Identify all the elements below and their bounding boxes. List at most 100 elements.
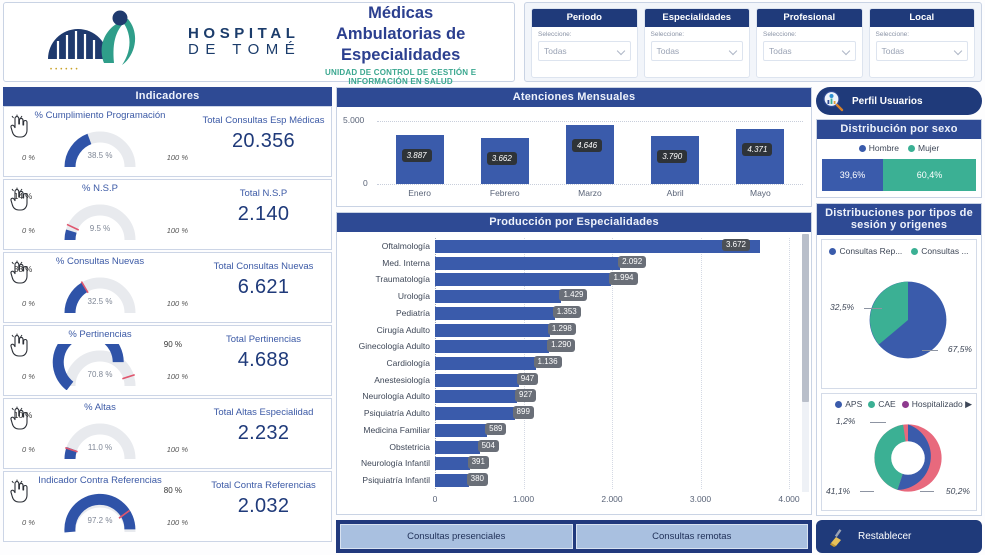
legend-label-consultas-rep: Consultas Rep... — [839, 246, 903, 256]
indicator-value-5: 97.2 % — [87, 515, 113, 525]
sex-segment-hombre[interactable]: 39,6% — [822, 159, 883, 191]
monthly-bar-2[interactable] — [566, 125, 614, 184]
filter-local-label: Seleccione: — [875, 31, 910, 38]
legend-item-consultas-rep[interactable]: Consultas Rep... — [829, 246, 902, 256]
perfil-usuarios-button[interactable]: Perfil Usuarios — [816, 87, 982, 115]
origins-donut-card: APS CAE Hospitalizado ▶ — [821, 393, 977, 511]
specialty-bar-6[interactable] — [435, 340, 550, 354]
filter-profesional-value: Todas — [769, 46, 792, 56]
indicator-card-1[interactable]: % N.S.P 14 % 0 % 9.5 % 100 % Total N.S.P… — [3, 179, 332, 250]
specialty-bar-value-0: 3.672 — [721, 238, 750, 252]
specialty-bar-value-11: 589 — [485, 422, 507, 436]
indicator-min-3: 0 % — [22, 371, 35, 381]
distribution-panel: Distribuciones por tipos de sesión y ori… — [816, 203, 982, 516]
specialty-bar-value-9: 927 — [515, 389, 537, 402]
specialty-bar-1[interactable] — [435, 256, 621, 270]
origins-pct-1: 50,2% — [945, 486, 970, 496]
indicator-target-2: 33 % — [14, 264, 33, 274]
specialty-bar-14[interactable] — [435, 474, 469, 488]
indicator-card-2[interactable]: % Consultas Nuevas 33 % 0 % 32.5 % 100 %… — [3, 252, 332, 323]
specialties-scrollbar-thumb[interactable] — [802, 234, 809, 402]
session-pie-leader-2 — [864, 308, 882, 309]
indicator-total-area-0: Total Consultas Esp Médicas 20.356 — [196, 107, 331, 176]
indicator-total-value-3: 4.688 — [237, 349, 290, 372]
legend-dot-hospitalizado — [901, 400, 909, 408]
indicator-gauge-area-5: Indicador Contra Referencias 80 % 0 % 97… — [4, 472, 196, 541]
specialty-bar-value-1: 2.092 — [618, 255, 647, 268]
legend-item-hombre[interactable]: Hombre — [858, 143, 899, 153]
legend-item-consultas-nuevas[interactable]: Consultas ... — [911, 246, 969, 256]
filter-especialidades-select[interactable]: Todas — [650, 41, 743, 61]
specialty-label-1: Med. Interna — [382, 257, 430, 268]
indicator-gauge-area-2: % Consultas Nuevas 33 % 0 % 32.5 % 100 % — [4, 253, 196, 322]
indicator-target-4: 10 % — [14, 410, 33, 420]
indicator-name-2: % Consultas Nuevas — [55, 256, 145, 267]
legend-item-aps[interactable]: APS — [835, 399, 862, 409]
specialty-bar-12[interactable] — [435, 440, 480, 454]
filter-local-value: Todas — [881, 46, 905, 56]
specialty-bar-13[interactable] — [435, 457, 470, 471]
specialty-bar-value-14: 380 — [466, 473, 488, 486]
specialty-bar-8[interactable] — [435, 373, 519, 387]
legend-label-mujer: Mujer — [917, 143, 940, 153]
filter-especialidades-value: Todas — [656, 46, 680, 56]
filter-local-select[interactable]: Todas — [875, 41, 968, 61]
specialty-bar-7[interactable] — [435, 357, 536, 370]
session-pie-leader-1 — [922, 350, 938, 351]
specialty-bar-10[interactable] — [435, 407, 515, 421]
filter-local-title: Local — [869, 9, 974, 27]
monthly-bar-4[interactable] — [736, 128, 785, 184]
chevron-down-icon — [955, 47, 963, 55]
monthly-chart-panel: Atenciones Mensuales 5.000 0 3.887 Enero 3.6… — [336, 87, 812, 207]
toggle-consultas-remotas[interactable]: Consultas remotas — [575, 524, 808, 549]
legend-item-mujer[interactable]: Mujer — [907, 143, 940, 153]
origins-pct-2: 41,1% — [826, 486, 851, 496]
indicators-panel: Indicadores % Cumplimiento Programación … — [3, 87, 332, 553]
indicator-total-area-5: Total Contra Referencias 2.032 — [196, 472, 331, 541]
specialty-bar-9[interactable] — [435, 390, 518, 404]
specialty-bar-5[interactable] — [435, 323, 550, 337]
specialty-bar-4[interactable] — [435, 306, 555, 320]
session-pie-legend: Consultas Rep... Consultas ... — [822, 240, 976, 256]
origins-donut[interactable] — [866, 416, 950, 500]
indicator-min-0: 0 % — [22, 152, 35, 162]
indicator-card-5[interactable]: Indicador Contra Referencias 80 % 0 % 97… — [3, 471, 332, 542]
monthly-chart-title: Atenciones Mensuales — [337, 88, 811, 107]
indicator-name-0: % Cumplimiento Programación — [34, 110, 166, 121]
indicator-card-0[interactable]: % Cumplimiento Programación 0 % 38.5 % 1… — [3, 106, 332, 177]
filter-profesional-select[interactable]: Todas — [763, 41, 856, 61]
session-type-pie[interactable] — [860, 272, 956, 368]
session-pie-pct-2: 32,5% — [830, 302, 855, 312]
toggle-consultas-presenciales[interactable]: Consultas presenciales — [340, 524, 573, 549]
legend-item-cae[interactable]: CAE — [868, 399, 896, 409]
specialties-scrollbar[interactable] — [802, 234, 809, 492]
indicator-value-2: 32.5 % — [87, 296, 113, 306]
specialty-bar-0[interactable] — [435, 239, 760, 253]
logo-line1: HOSPITAL — [188, 25, 300, 43]
indicator-total-value-1: 2.140 — [237, 203, 290, 226]
indicator-card-4[interactable]: % Altas 10 % 0 % 11.0 % 100 % Total Alta… — [3, 398, 332, 469]
indicator-value-0: 38.5 % — [87, 150, 113, 160]
title-line1: Informe Consultas Médicas — [328, 0, 473, 23]
sex-segment-mujer[interactable]: 60,4% — [882, 159, 976, 191]
indicators-list: % Cumplimiento Programación 0 % 38.5 % 1… — [3, 106, 332, 542]
specialty-bar-11[interactable] — [435, 423, 488, 437]
indicator-card-3[interactable]: % Pertinencias 90 % 0 % 70.8 % 100 % Tot… — [3, 325, 332, 396]
legend-item-hospitalizado[interactable]: Hospitalizado — [901, 399, 963, 409]
origins-pct-3: 1,2% — [836, 416, 856, 426]
filter-periodo-select[interactable]: Todas — [538, 41, 631, 61]
indicator-max-0: 100 % — [166, 152, 188, 162]
specialty-bar-2[interactable] — [435, 273, 612, 287]
restablecer-button[interactable]: Restablecer — [816, 520, 982, 553]
monthly-category-0: Enero — [408, 188, 431, 198]
specialty-label-12: Obstetricia — [389, 441, 430, 452]
distribution-panel-title: Distribuciones por tipos de sesión y ori… — [817, 204, 981, 235]
indicator-min-5: 0 % — [22, 517, 35, 527]
chevron-down-icon — [618, 47, 626, 55]
indicator-total-label-1: Total N.S.P — [239, 188, 288, 199]
legend-more-arrow-icon[interactable]: ▶ — [965, 399, 972, 409]
filter-especialidades-title: Especialidades — [644, 9, 749, 27]
legend-dot-hombre — [858, 144, 866, 152]
specialty-bar-value-4: 1.353 — [552, 305, 581, 319]
specialty-bar-3[interactable] — [435, 290, 562, 304]
